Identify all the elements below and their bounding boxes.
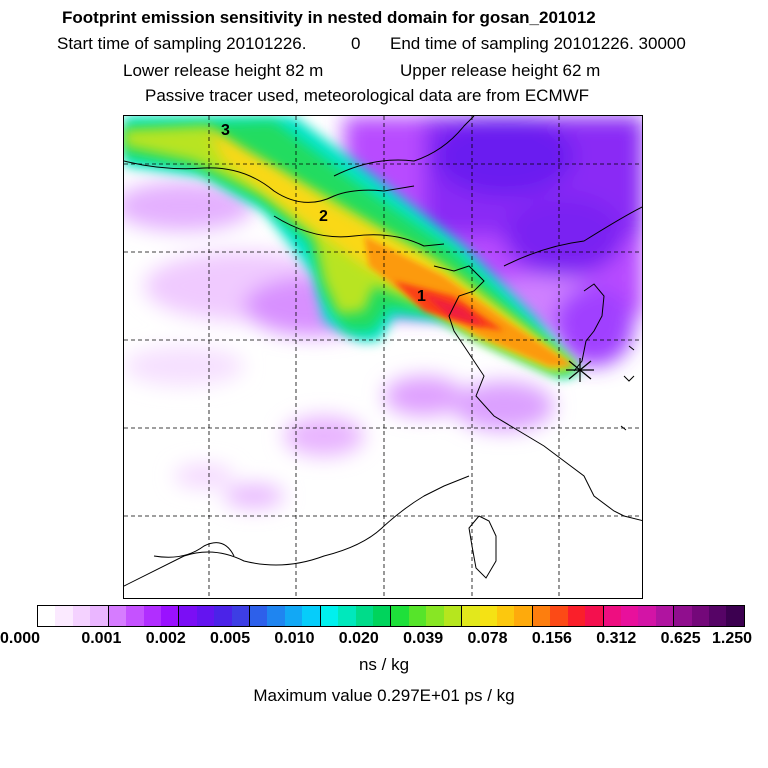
colorbar-tick-label: 0.000 xyxy=(0,630,41,647)
colorbar-segment xyxy=(90,606,109,626)
map-canvas: 3 2 1 xyxy=(124,116,642,598)
colorbar-segment xyxy=(462,606,480,626)
colorbar-segment xyxy=(196,606,215,626)
map-label-2: 2 xyxy=(319,208,328,225)
colorbar-segment xyxy=(267,606,285,626)
figure-title: Footprint emission sensitivity in nested… xyxy=(62,8,596,27)
colorbar-tick-label: 0.312 xyxy=(596,630,637,647)
end-time-label: End time of sampling 20101226. 30000 xyxy=(390,34,686,53)
tracer-info: Passive tracer used, meteorological data… xyxy=(145,86,590,105)
colorbar-segment xyxy=(250,606,268,626)
colorbar-segment xyxy=(709,606,727,626)
upper-release-height: Upper release height 62 m xyxy=(400,61,601,80)
colorbar-segment xyxy=(179,606,197,626)
colorbar-tick-label: 0.078 xyxy=(467,630,508,647)
colorbar-tick-label: 0.010 xyxy=(274,630,315,647)
start-time-label: Start time of sampling 20101226. xyxy=(57,34,307,53)
colorbar-segment xyxy=(620,606,639,626)
colorbar-unit: ns / kg xyxy=(358,655,410,674)
colorbar-segment xyxy=(514,606,533,626)
colorbar-tick-label: 0.039 xyxy=(403,630,444,647)
map-label-1: 1 xyxy=(417,288,426,305)
colorbar-segment xyxy=(532,606,551,626)
colorbar-tick-label: 1.250 xyxy=(712,630,753,647)
colorbar-segment xyxy=(408,606,427,626)
colorbar-segment xyxy=(214,606,232,626)
colorbar-segment xyxy=(143,606,161,626)
colorbar-tick-label: 0.625 xyxy=(660,630,701,647)
colorbar-tick-label: 0.020 xyxy=(338,630,379,647)
colorbar-segment xyxy=(443,606,463,626)
colorbar-segment xyxy=(691,606,710,626)
colorbar-segment xyxy=(391,606,409,626)
colorbar-segment xyxy=(674,606,692,626)
colorbar-segment xyxy=(284,606,303,626)
receptor-star-icon xyxy=(566,358,594,382)
colorbar-segment xyxy=(603,606,621,626)
colorbar-segment xyxy=(426,606,444,626)
colorbar-tick-label: 0.002 xyxy=(145,630,186,647)
colorbar-tick-label: 0.156 xyxy=(531,630,572,647)
colorbar-segment xyxy=(479,606,497,626)
colorbar-segment xyxy=(302,606,321,626)
colorbar-segment xyxy=(567,606,586,626)
colorbar-segment xyxy=(108,606,127,626)
maximum-value: Maximum value 0.297E+01 ps / kg xyxy=(253,686,515,705)
colorbar xyxy=(37,605,745,627)
map-label-3: 3 xyxy=(221,122,230,139)
footprint-plume xyxy=(124,116,579,378)
colorbar-segment xyxy=(72,606,91,626)
colorbar-tick-label: 0.001 xyxy=(81,630,122,647)
footprint-map: 3 2 1 xyxy=(123,115,643,599)
colorbar-segment xyxy=(373,606,392,626)
colorbar-segment xyxy=(320,606,339,626)
lower-release-height: Lower release height 82 m xyxy=(123,61,324,80)
colorbar-segment xyxy=(726,606,744,626)
colorbar-segment xyxy=(550,606,568,626)
colorbar-segment xyxy=(55,606,73,626)
colorbar-segment xyxy=(160,606,180,626)
colorbar-segment xyxy=(585,606,604,626)
start-time-value: 0 xyxy=(351,34,361,53)
colorbar-segment xyxy=(655,606,675,626)
colorbar-segment xyxy=(338,606,356,626)
colorbar-segment xyxy=(496,606,515,626)
colorbar-segment xyxy=(126,606,144,626)
colorbar-segment xyxy=(638,606,656,626)
colorbar-tick-label: 0.005 xyxy=(210,630,251,647)
colorbar-segment xyxy=(355,606,374,626)
lat-lon-grid xyxy=(124,116,642,598)
coastlines xyxy=(124,116,642,587)
colorbar-segment xyxy=(38,606,56,626)
colorbar-segment xyxy=(231,606,251,626)
